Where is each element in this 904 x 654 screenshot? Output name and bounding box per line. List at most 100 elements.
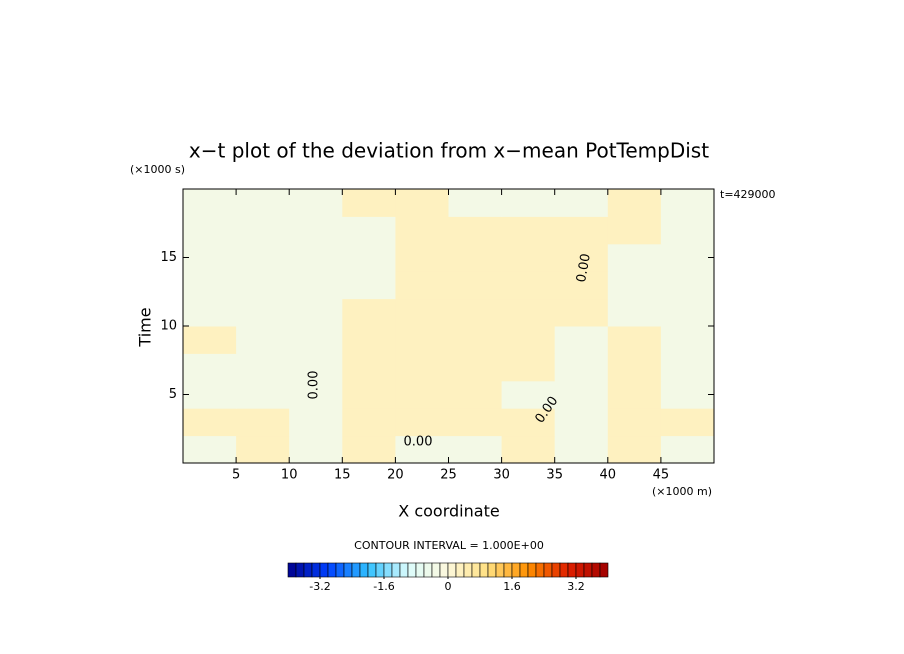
x-tick-label: 35 <box>546 468 563 483</box>
field-cell <box>183 408 237 437</box>
x-tick-label: 5 <box>232 468 240 483</box>
y-tick-label: 10 <box>160 319 177 334</box>
field-cell <box>660 435 715 464</box>
y-axis-title: Time <box>136 307 155 347</box>
colorbar-cell <box>583 562 593 578</box>
field-cell <box>554 326 609 354</box>
colorbar-tick-label: 3.2 <box>567 580 585 593</box>
colorbar-cell <box>391 562 401 578</box>
field-cell <box>448 408 503 437</box>
colorbar-cell <box>599 562 609 578</box>
colorbar-cell <box>487 562 497 578</box>
field-cell <box>554 243 609 272</box>
field-cell <box>236 435 290 464</box>
field-cell <box>607 408 662 437</box>
field-cell <box>554 353 609 382</box>
field-cell <box>183 189 237 217</box>
field-cell <box>395 216 449 245</box>
field-cell <box>607 271 662 300</box>
field-cell <box>554 380 609 409</box>
field-cell <box>448 243 503 272</box>
colorbar-tick-label: -1.6 <box>373 580 394 593</box>
y-unit: (×1000 s) <box>130 163 185 176</box>
colorbar-cell <box>471 562 481 578</box>
field-cell <box>342 189 396 217</box>
y-tick-label: 5 <box>169 387 177 402</box>
field-cell <box>448 298 503 327</box>
field-cell <box>342 298 396 327</box>
field-cell <box>501 435 556 464</box>
field-cell <box>236 189 290 217</box>
field-cell <box>448 189 503 217</box>
field-cell <box>395 189 449 217</box>
y-tick-label: 15 <box>160 250 177 265</box>
x-tick-label: 40 <box>600 468 617 483</box>
field-cell <box>342 326 396 354</box>
field-cell <box>607 435 662 464</box>
colorbar-cell <box>551 562 561 578</box>
field-cell <box>183 380 237 409</box>
field-cell <box>183 271 237 300</box>
field-cell <box>501 216 556 245</box>
colorbar-cell <box>527 562 537 578</box>
field-cell <box>607 380 662 409</box>
colorbar-cell <box>503 562 513 578</box>
x-tick-label: 30 <box>493 468 510 483</box>
colorbar-cell <box>511 562 521 578</box>
field-cell <box>183 353 237 382</box>
contour-interval: CONTOUR INTERVAL = 1.000E+00 <box>354 539 544 552</box>
field-cell <box>607 189 662 217</box>
field-cell <box>607 298 662 327</box>
colorbar-cell <box>319 562 329 578</box>
field-cell <box>395 243 449 272</box>
colorbar-cell <box>367 562 377 578</box>
field-cell <box>660 216 715 245</box>
field-cell <box>342 435 396 464</box>
field-cell <box>660 243 715 272</box>
field-cell <box>554 408 609 437</box>
colorbar-cell <box>343 562 353 578</box>
field-cell <box>501 189 556 217</box>
field-cell <box>342 408 396 437</box>
field-cell <box>607 353 662 382</box>
field-cell <box>395 435 449 464</box>
field-cell <box>342 216 396 245</box>
x-tick-label: 20 <box>387 468 404 483</box>
field-cell <box>183 435 237 464</box>
field-cell <box>236 353 290 382</box>
time-note: t=429000 <box>720 188 776 201</box>
field-cell <box>554 298 609 327</box>
colorbar-cell <box>591 562 601 578</box>
field-cell <box>395 408 449 437</box>
field-cell <box>289 380 343 409</box>
field-cell <box>395 271 449 300</box>
field-cell <box>554 189 609 217</box>
x-tick-label: 25 <box>440 468 457 483</box>
colorbar-cell <box>519 562 529 578</box>
field-cell <box>501 243 556 272</box>
x-tick-label: 10 <box>281 468 298 483</box>
field-cell <box>236 326 290 354</box>
field-cell <box>289 298 343 327</box>
field-cell <box>448 380 503 409</box>
field-cell <box>289 326 343 354</box>
field-cell <box>183 216 237 245</box>
colorbar-cell <box>375 562 385 578</box>
field-cell <box>289 189 343 217</box>
colorbar-cell <box>455 562 465 578</box>
colorbar-cell <box>423 562 433 578</box>
field-cell <box>660 298 715 327</box>
field-cell <box>395 298 449 327</box>
colorbar-cell <box>351 562 361 578</box>
colorbar-cell <box>431 562 441 578</box>
field-cell <box>236 298 290 327</box>
field-cell <box>448 271 503 300</box>
field-cell <box>236 243 290 272</box>
colorbar-cell <box>479 562 489 578</box>
field-cell <box>395 353 449 382</box>
field-cell <box>554 216 609 245</box>
field-cell <box>448 216 503 245</box>
colorbar-cell <box>399 562 409 578</box>
